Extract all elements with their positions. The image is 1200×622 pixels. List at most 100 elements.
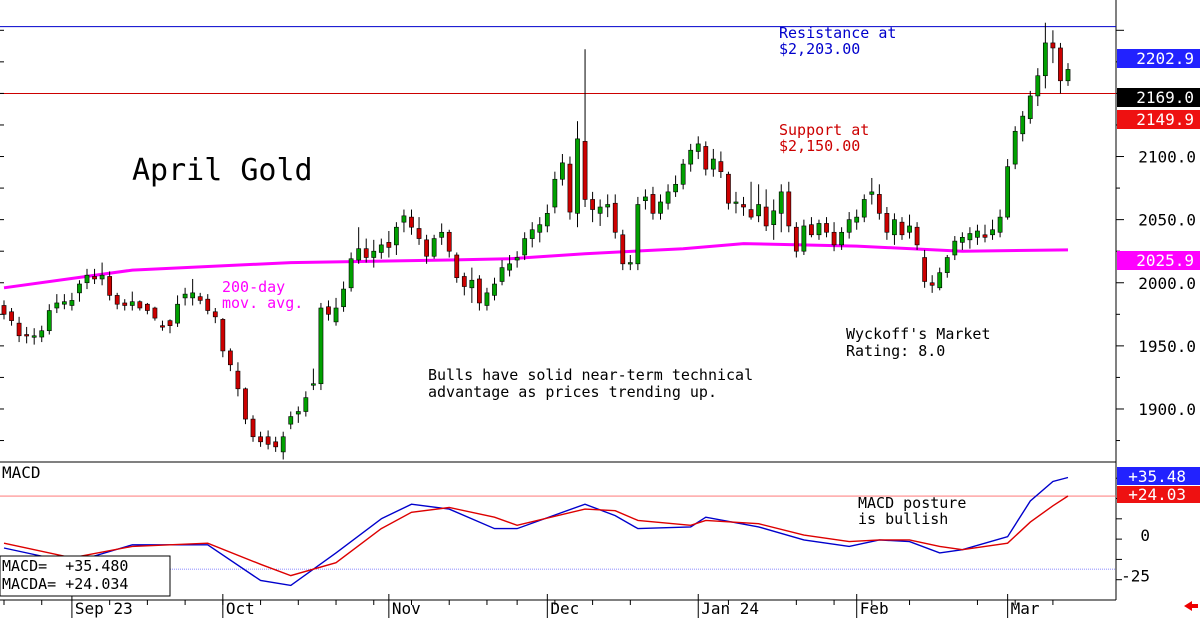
candle-down	[914, 226, 920, 246]
candle-down	[809, 224, 814, 236]
candle-up	[756, 204, 761, 217]
macd-note-line1: MACD posture	[858, 494, 966, 512]
candle-down	[235, 370, 241, 390]
candle-down	[748, 209, 754, 218]
ma-note-line1: 200-day	[222, 278, 285, 296]
candle-down	[929, 282, 935, 286]
candle-up	[733, 201, 739, 204]
date-tick-label: Dec	[550, 599, 579, 618]
candle-down	[741, 204, 746, 208]
date-tick-label: Oct	[226, 599, 255, 618]
candle-up	[99, 274, 105, 280]
candle-down	[363, 248, 369, 258]
candle-up	[952, 240, 958, 256]
candle-down	[326, 306, 331, 315]
candle-down	[265, 436, 271, 445]
candle-up	[839, 231, 844, 246]
candle-up	[778, 191, 784, 214]
candle-up	[1065, 69, 1071, 82]
candle-down	[152, 307, 158, 319]
candle-up	[84, 274, 90, 284]
candle-down	[884, 213, 890, 233]
price-tick-label: 2000.0	[1138, 274, 1196, 293]
candle-down	[982, 234, 988, 238]
candle-up	[61, 301, 67, 305]
candle-up	[605, 204, 611, 208]
candle-down	[567, 163, 573, 213]
candle-down	[250, 418, 256, 438]
moving-average-line	[3, 242, 1069, 290]
macd-tick-label: 0	[1140, 526, 1150, 545]
macd-series-macda	[3, 495, 1069, 577]
candle-up	[1005, 166, 1011, 218]
candle-up	[303, 397, 309, 412]
candle-up	[1027, 95, 1033, 119]
candle-down	[590, 199, 595, 210]
candle-down	[9, 311, 14, 321]
candle-up	[869, 191, 875, 195]
candle-down	[612, 202, 618, 233]
candle-up	[69, 300, 75, 306]
candle-down	[1050, 42, 1056, 49]
candle-up	[522, 238, 528, 256]
candle-up	[801, 225, 807, 252]
ma-price-box	[1117, 251, 1200, 270]
candle-up	[854, 216, 860, 223]
candle-up	[288, 416, 294, 425]
candle-down	[160, 325, 165, 328]
candle-up	[997, 216, 1003, 233]
macda-readout: MACDA= +24.034	[2, 575, 128, 593]
reference-lines	[0, 26, 1116, 570]
macda-value-box	[1117, 486, 1200, 503]
candle-down	[416, 228, 422, 239]
candle-up	[175, 303, 180, 324]
candle-up	[54, 302, 60, 309]
candle-up	[394, 226, 399, 246]
candle-down	[114, 295, 120, 305]
candle-up	[39, 330, 45, 338]
candle-down	[763, 206, 769, 227]
candle-down	[899, 221, 905, 236]
candle-up	[627, 262, 633, 265]
candle-up	[658, 201, 663, 214]
candle-down	[1, 305, 7, 315]
candle-up	[318, 307, 324, 385]
candle-down	[620, 234, 626, 265]
candle-up	[635, 204, 641, 265]
candle-up	[643, 196, 648, 202]
candle-up	[892, 219, 897, 236]
scroll-left-arrow-icon[interactable]	[1184, 601, 1198, 611]
comment-line2: advantage as prices trending up.	[428, 383, 717, 401]
candle-up	[673, 183, 678, 193]
candle-down	[650, 194, 656, 214]
candle-up	[311, 383, 316, 386]
support-note-line2: $2,150.00	[779, 137, 860, 155]
candle-up	[846, 219, 852, 233]
candle-up	[348, 258, 354, 289]
candle-down	[107, 276, 113, 296]
macd-series-macd	[3, 476, 1069, 587]
candle-up	[537, 224, 543, 233]
macd-layer	[3, 476, 1069, 587]
candle-up	[46, 310, 52, 332]
candle-up	[77, 283, 82, 294]
candle-up	[688, 149, 694, 165]
macd-value-box	[1117, 467, 1200, 485]
candle-down	[137, 301, 143, 309]
resistance-note-line2: $2,203.00	[779, 40, 860, 58]
candle-up	[771, 210, 777, 225]
resistance-price-box	[1117, 49, 1200, 68]
candle-up	[1042, 42, 1048, 77]
candle-down	[793, 226, 799, 252]
candles-layer	[1, 22, 1071, 460]
candle-down	[205, 298, 211, 311]
candle-down	[220, 319, 226, 352]
candle-up	[544, 213, 550, 227]
candle-up	[341, 288, 346, 308]
candle-down	[228, 350, 233, 366]
macd-readout-box	[0, 555, 171, 597]
candle-up	[944, 257, 950, 273]
candle-up	[597, 206, 603, 214]
